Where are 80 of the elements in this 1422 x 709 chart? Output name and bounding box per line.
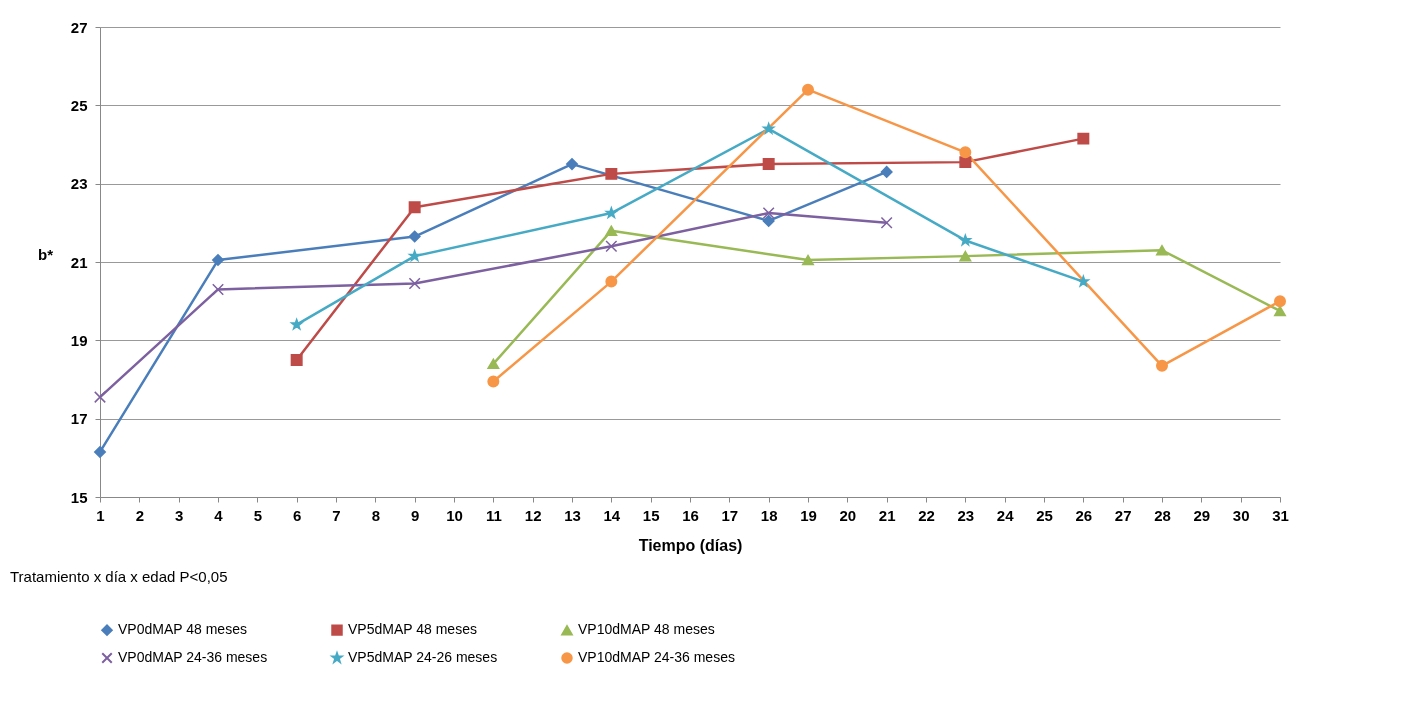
point (1077, 275, 1090, 287)
x-tick-label: 25 (1036, 506, 1053, 524)
point (959, 234, 972, 246)
text: Tratamiento x día x edad P<0,05 (10, 568, 228, 585)
point (880, 165, 893, 178)
point (762, 214, 775, 227)
point (212, 254, 224, 267)
x-tick-label: 2 (135, 506, 145, 524)
y-tick-label: 23 (70, 175, 88, 193)
x-tick-label: 6 (292, 506, 302, 524)
point (880, 216, 893, 229)
x-tick-label: 27 (1114, 506, 1132, 524)
x-tick-label: 15 (642, 506, 660, 524)
legend-label: VP5dMAP 48 meses (348, 621, 477, 638)
point (212, 283, 224, 296)
x-tick-label: 9 (410, 506, 420, 524)
x-tick-label: 10 (446, 506, 463, 524)
point (605, 167, 618, 180)
x-tick-label: 3 (174, 506, 184, 524)
x-tick-label: 30 (1232, 506, 1250, 524)
y-tick-label: 21 (70, 253, 88, 271)
point (762, 158, 775, 171)
point (1156, 244, 1168, 256)
x-tick-label: 19 (800, 506, 817, 524)
point (605, 240, 618, 253)
point (408, 201, 421, 214)
x-tick-label: 28 (1154, 506, 1171, 524)
x-tick-label: 18 (760, 506, 778, 524)
point (959, 156, 972, 169)
y-tick-label: 27 (70, 18, 88, 36)
x-tick-label: 31 (1272, 506, 1289, 524)
x-tick-label: 5 (253, 506, 263, 524)
y-tick-label: 17 (70, 410, 88, 428)
y-axis-title: b* (38, 245, 54, 263)
x-tick-label: 8 (371, 506, 381, 524)
x-tick-label: 16 (682, 506, 699, 524)
point (566, 158, 578, 171)
point (94, 445, 106, 458)
y-tick-label: 15 (70, 488, 88, 506)
legend-label: VP5dMAP 24-26 meses (348, 649, 498, 665)
point (959, 250, 972, 262)
point (408, 230, 421, 243)
x-axis-title: Tiempo (días) (638, 536, 743, 554)
y-tick-label: 19 (70, 331, 88, 349)
point (959, 146, 972, 159)
x-tick-label: 20 (839, 506, 857, 524)
point (408, 277, 421, 290)
x-tick-label: 24 (996, 506, 1015, 524)
point (487, 375, 500, 388)
point (94, 391, 106, 404)
x-tick-label: 1 (96, 506, 105, 524)
x-tick-label: 26 (1075, 506, 1093, 524)
legend-label: VP10dMAP 24-36 meses (578, 649, 735, 665)
x-tick-label: 13 (564, 506, 581, 524)
y-tick-label: 25 (70, 96, 88, 114)
x-tick-label: 7 (332, 506, 341, 524)
x-tick-label: 12 (524, 506, 542, 524)
legend-label: VP10dMAP 48 meses (578, 621, 715, 638)
legend-label: VP0dMAP 24-36 meses (118, 649, 268, 665)
point (487, 358, 500, 370)
x-tick-label: 22 (918, 506, 935, 524)
point (1156, 359, 1168, 372)
x-tick-label: 29 (1193, 506, 1211, 524)
x-tick-label: 23 (957, 506, 975, 524)
x-tick-label: 11 (485, 506, 502, 524)
point (605, 275, 618, 288)
point (762, 122, 775, 134)
point (762, 207, 775, 220)
point (802, 83, 814, 96)
point (290, 318, 303, 330)
x-tick-label: 21 (878, 506, 896, 524)
x-tick-label: 14 (603, 506, 621, 524)
x-tick-label: 17 (721, 506, 739, 524)
point (290, 353, 303, 366)
x-tick-label: 4 (214, 506, 224, 524)
point (1274, 295, 1286, 308)
point (802, 254, 814, 266)
point (605, 225, 618, 236)
point (1077, 132, 1090, 145)
legend-label: VP0dMAP 48 meses (118, 621, 247, 638)
